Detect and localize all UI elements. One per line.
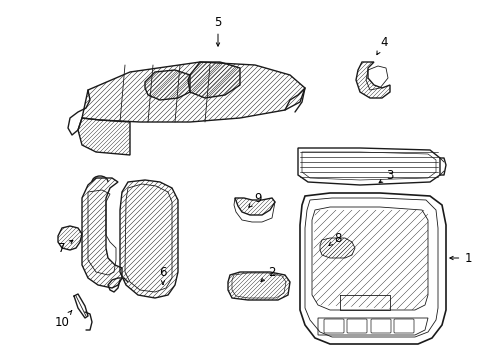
Text: 7: 7	[58, 240, 73, 255]
Text: 3: 3	[378, 168, 393, 183]
Text: 10: 10	[55, 311, 72, 328]
Text: 6: 6	[159, 266, 166, 284]
Text: 2: 2	[261, 266, 275, 282]
Text: 8: 8	[328, 231, 341, 246]
Text: 1: 1	[449, 252, 471, 265]
Text: 5: 5	[214, 15, 221, 46]
Text: 9: 9	[248, 192, 261, 207]
Text: 4: 4	[376, 36, 387, 55]
